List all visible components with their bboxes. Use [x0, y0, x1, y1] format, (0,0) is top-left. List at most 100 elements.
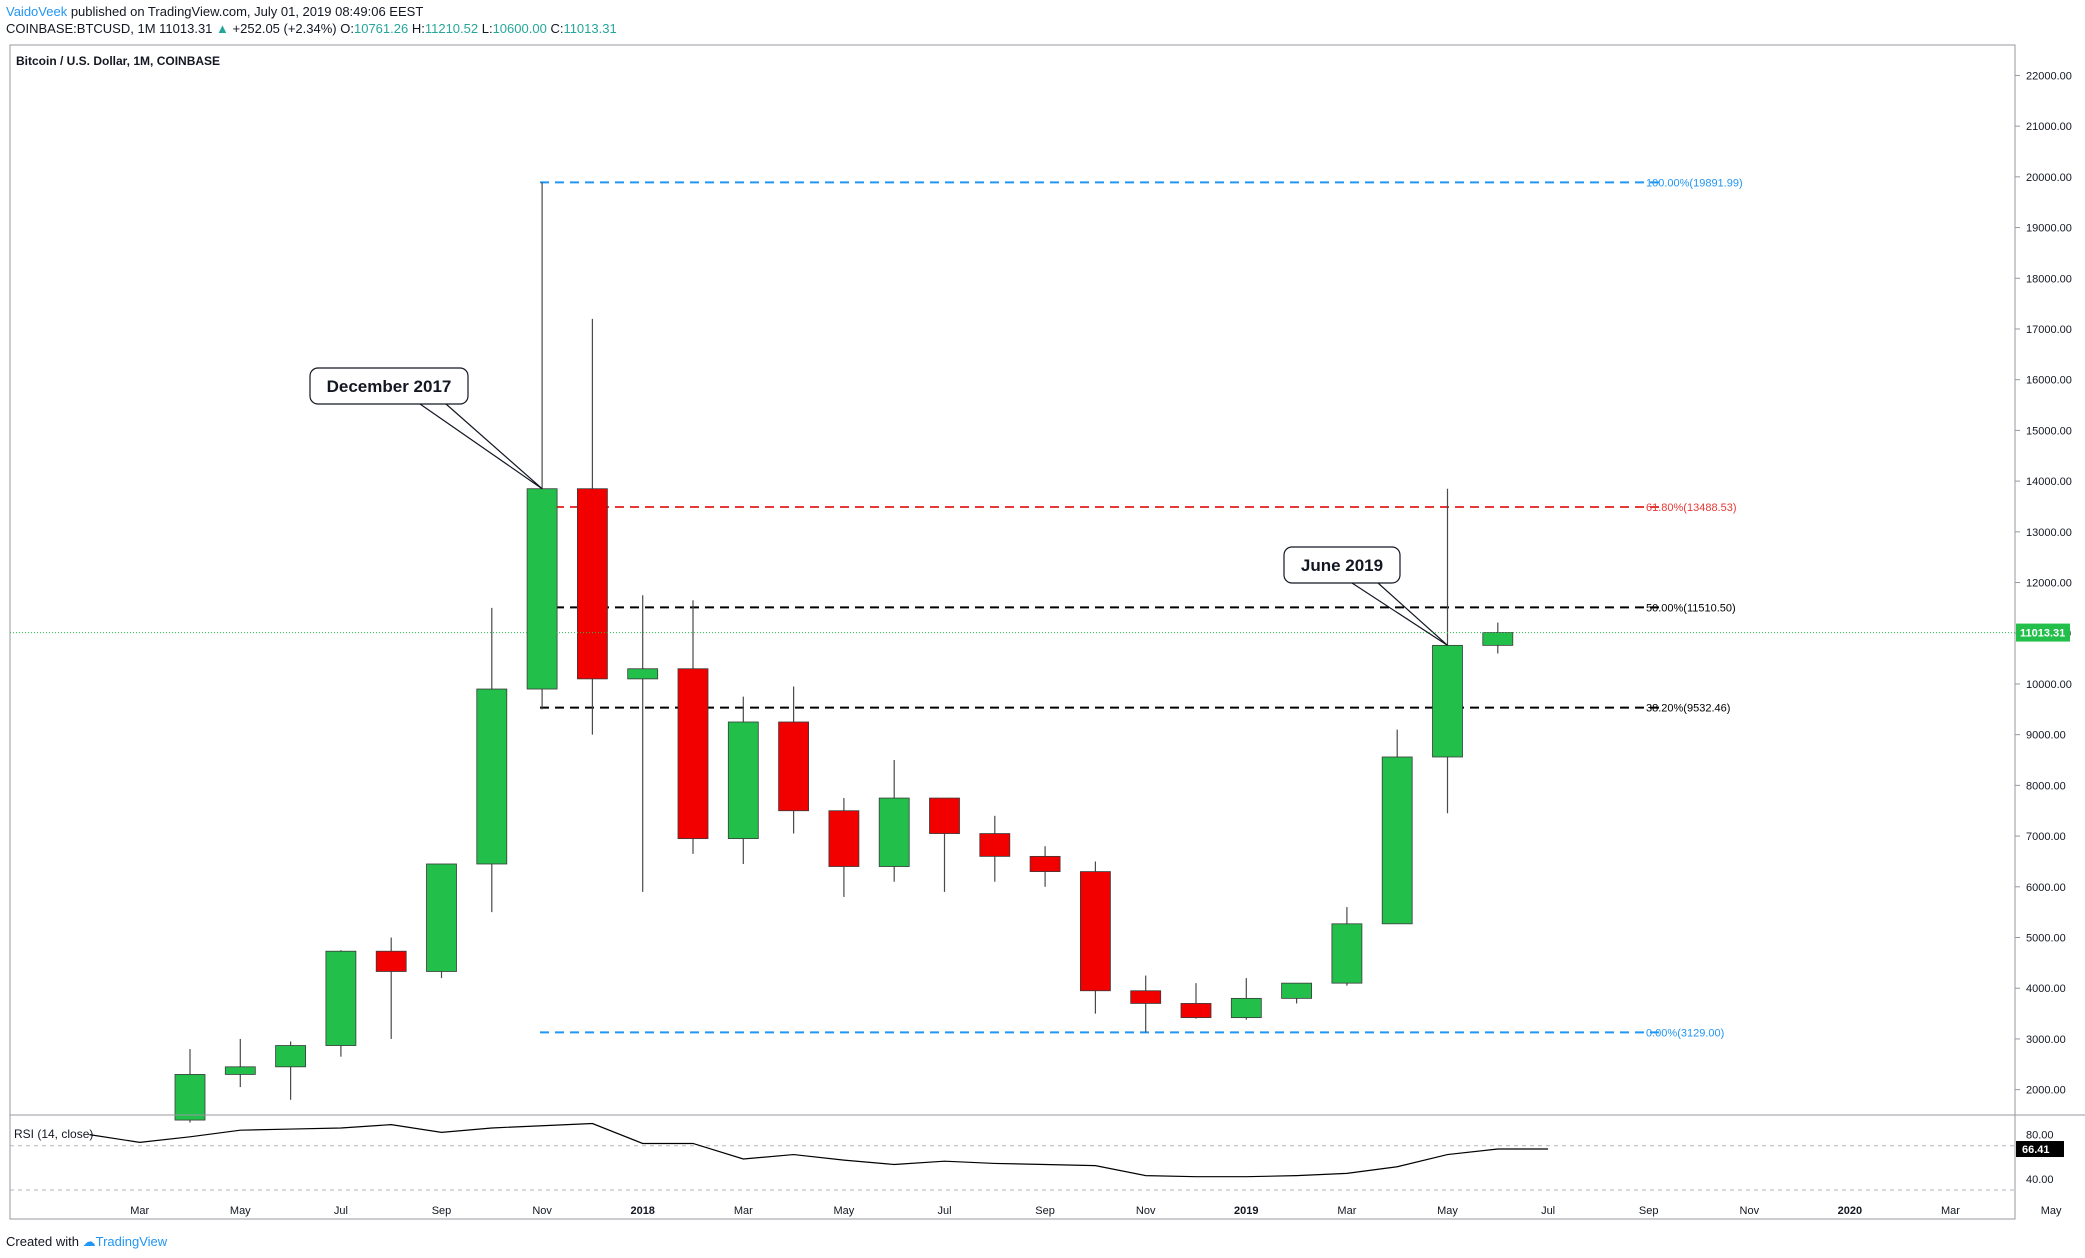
rsi-value-label: 66.41: [2022, 1144, 2050, 1156]
rsi-pane[interactable]: RSI (14, close) 80.00 40.00 66.41: [10, 1114, 2085, 1191]
price-tick-label: 19000.00: [2026, 223, 2072, 235]
price-tick-label: 22000.00: [2026, 70, 2072, 82]
candle-body: [325, 950, 357, 1046]
rsi-title: RSI (14, close): [14, 1127, 93, 1141]
price-tick-label: 14000.00: [2026, 476, 2072, 488]
price-tick-label: 5000.00: [2026, 933, 2066, 945]
callout-label: June 2019: [1301, 556, 1383, 575]
fib-level-label: 0.00%(3129.00): [1646, 1027, 1724, 1039]
time-tick-label: Nov: [532, 1205, 552, 1217]
price-tick-label: 4000.00: [2026, 983, 2066, 995]
change-value: +252.05 (+2.34%): [232, 21, 337, 36]
annotations[interactable]: December 2017 June 2019: [309, 367, 1448, 646]
time-axis[interactable]: Mar May Jul Sep Nov 2018 Mar May Jul Sep Nov 2019 Ma…: [10, 1200, 2062, 1217]
time-tick-label: Jul: [1541, 1205, 1555, 1217]
candle-body: [1130, 990, 1162, 1004]
callout-pointer: [1351, 582, 1448, 646]
symbol-label: COINBASE:BTCUSD, 1M: [6, 21, 156, 36]
candle-body: [929, 797, 960, 834]
high-value: 11210.52: [424, 21, 479, 36]
close-label: C:: [550, 21, 564, 36]
open-value: 10761.26: [353, 21, 409, 36]
close-value: 11013.31: [563, 21, 617, 36]
candle-body: [677, 668, 709, 840]
fib-retracement[interactable]: 100.00%(19891.99) 61.80%(13488.53) 50.00%(…: [540, 177, 1743, 1039]
last-value: 11013.31: [159, 21, 213, 36]
candle-body: [174, 1074, 206, 1121]
time-tick-label: 2018: [630, 1205, 654, 1217]
time-tick-label: 2019: [1234, 1205, 1258, 1217]
price-tick-label: 21000.00: [2026, 121, 2072, 133]
low-label: L:: [481, 21, 493, 36]
fib-level-label: 50.00%(11510.50): [1646, 602, 1736, 614]
price-tick-label: 20000.00: [2026, 172, 2072, 184]
price-tick-label: 13000.00: [2026, 527, 2072, 539]
publish-line: VaidoVeek published on TradingView.com, …: [6, 3, 617, 20]
publish-info: published on TradingView.com, July 01, 2…: [70, 4, 424, 19]
chart-header: VaidoVeek published on TradingView.com, …: [6, 3, 617, 37]
callout-box[interactable]: [1283, 546, 1401, 584]
high-label: H:: [411, 21, 425, 36]
time-tick-label: Sep: [432, 1205, 452, 1217]
time-tick-label: Mar: [1941, 1205, 1960, 1217]
price-axis[interactable]: 22000.00 21000.00 20000.00 19000.00 18000.00…: [10, 45, 2072, 1219]
chart-title: Bitcoin / U.S. Dollar, 1M, COINBASE: [16, 54, 220, 68]
callout-label: December 2017: [327, 377, 452, 396]
chart-frame: [9, 44, 2016, 1220]
price-tick-label: 10000.00: [2026, 679, 2072, 691]
time-tick-label: May: [230, 1205, 251, 1217]
price-tick-label: 12000.00: [2026, 578, 2072, 590]
time-tick-label: May: [2041, 1205, 2062, 1217]
ohlc-line: COINBASE:BTCUSD, 1M 11013.31 ▲ +252.05 (…: [6, 20, 617, 37]
open-label: O:: [340, 21, 354, 36]
time-tick-label: 2020: [1838, 1205, 1862, 1217]
candle-body: [979, 833, 1011, 857]
time-tick-label: May: [834, 1205, 855, 1217]
candle-body: [1080, 871, 1111, 992]
candle-body: [778, 721, 809, 812]
candle-body: [526, 488, 558, 690]
rsi-value-badge: [2016, 1141, 2064, 1158]
price-chart[interactable]: Bitcoin / U.S. Dollar, 1M, COINBASE 100.…: [0, 0, 2085, 1230]
last-price-badge[interactable]: [2016, 623, 2070, 642]
up-arrow-icon: ▲: [216, 21, 229, 36]
tradingview-logo-icon[interactable]: ☁: [82, 1234, 96, 1249]
candles: [174, 182, 1514, 1123]
candle-body: [1029, 855, 1061, 872]
price-tick-label: 18000.00: [2026, 273, 2072, 285]
candle-body: [275, 1045, 307, 1068]
price-tick-label: 3000.00: [2026, 1034, 2066, 1046]
time-tick-label: Mar: [1337, 1205, 1356, 1217]
rsi-tick-label: 80.00: [2026, 1130, 2054, 1142]
candle-body: [1432, 644, 1463, 758]
created-with-label: Created with: [6, 1234, 79, 1249]
price-tick-label: 16000.00: [2026, 375, 2072, 387]
author-link[interactable]: VaidoVeek: [6, 4, 68, 19]
price-tick-label: 17000.00: [2026, 324, 2072, 336]
candle-body: [375, 950, 407, 972]
price-tick-label: 9000.00: [2026, 730, 2066, 742]
price-tick-label: 7000.00: [2026, 831, 2066, 843]
price-tick-label: 6000.00: [2026, 882, 2066, 894]
last-price-label: 11013.31: [2020, 628, 2065, 640]
candle-body: [1230, 997, 1262, 1019]
time-tick-label: Mar: [130, 1205, 149, 1217]
rsi-tick-label: 40.00: [2026, 1174, 2054, 1186]
fib-level-label: 61.80%(13488.53): [1646, 502, 1737, 514]
callout-box[interactable]: [309, 367, 469, 405]
low-value: 10600.00: [492, 21, 547, 36]
candle-body: [627, 668, 659, 680]
candle-body: [1331, 923, 1363, 984]
time-tick-label: Jul: [937, 1205, 951, 1217]
time-tick-label: Jul: [334, 1205, 348, 1217]
candle-body: [1281, 982, 1312, 999]
time-tick-label: May: [1437, 1205, 1458, 1217]
price-tick-label: 2000.00: [2026, 1085, 2066, 1097]
time-tick-label: Nov: [1136, 1205, 1156, 1217]
candle-body: [878, 797, 910, 867]
tradingview-brand[interactable]: TradingView: [95, 1234, 168, 1249]
candle-body: [727, 721, 759, 840]
candle-body: [1381, 756, 1413, 925]
time-tick-label: Sep: [1639, 1205, 1659, 1217]
fib-level-label: 38.20%(9532.46): [1646, 703, 1730, 715]
